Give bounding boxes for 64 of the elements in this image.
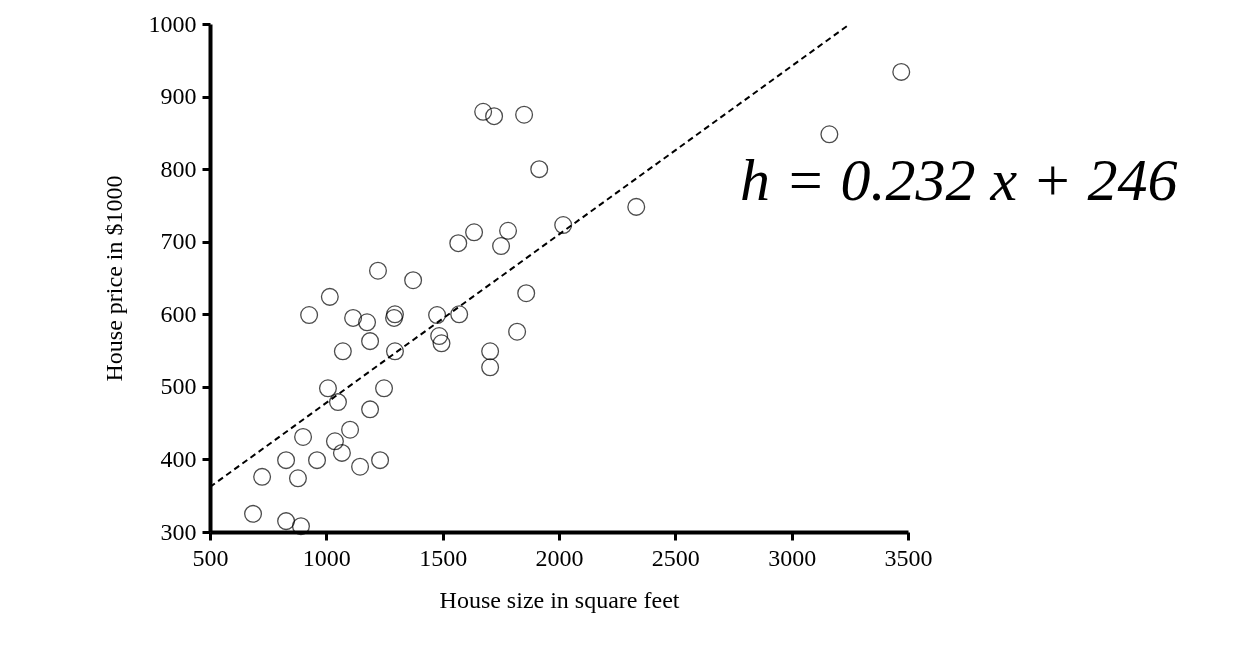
point xyxy=(371,451,390,470)
y-tick-label: 400 xyxy=(160,445,197,472)
point xyxy=(361,400,380,419)
point xyxy=(515,105,534,124)
point xyxy=(361,332,380,351)
point xyxy=(499,221,518,240)
point xyxy=(332,443,351,462)
point xyxy=(325,432,344,451)
x-tick-label: 3000 xyxy=(768,544,817,571)
point xyxy=(820,125,839,144)
annotation: h = 0.232 x + 246 xyxy=(740,147,1178,213)
point xyxy=(530,160,549,179)
point xyxy=(277,451,296,470)
point xyxy=(432,334,451,353)
x-tick-label: 2500 xyxy=(651,544,700,571)
point xyxy=(277,512,296,531)
point xyxy=(253,467,272,486)
y-tick-label: 700 xyxy=(160,228,197,255)
y-tick-label: 800 xyxy=(160,155,197,182)
point xyxy=(294,427,313,446)
point xyxy=(368,261,387,280)
point xyxy=(341,420,360,439)
x-axis-title: House size in square feet xyxy=(439,586,680,613)
x-tick-label: 2000 xyxy=(535,544,584,571)
x-tick-label: 500 xyxy=(192,544,229,571)
x-tick-label: 3500 xyxy=(884,544,933,571)
point xyxy=(344,308,363,327)
y-tick-label: 600 xyxy=(160,300,197,327)
point xyxy=(892,62,911,81)
point xyxy=(508,322,527,341)
point xyxy=(300,306,319,325)
point xyxy=(358,313,377,332)
point xyxy=(450,305,469,324)
point xyxy=(351,457,370,476)
point xyxy=(428,306,447,325)
y-axis-title: House price in $1000 xyxy=(100,175,127,382)
point xyxy=(333,342,352,361)
point xyxy=(328,393,347,412)
point xyxy=(554,216,573,235)
point xyxy=(430,327,449,346)
x-tick-label: 1000 xyxy=(302,544,351,571)
y-tick-label: 1000 xyxy=(148,10,197,37)
point xyxy=(485,107,504,126)
point xyxy=(308,451,327,470)
point xyxy=(291,517,310,536)
y-tick-label: 500 xyxy=(160,373,197,400)
y-tick-label: 300 xyxy=(160,518,197,545)
point xyxy=(385,342,404,361)
y-tick-label: 900 xyxy=(160,83,197,110)
point xyxy=(474,102,493,121)
point xyxy=(449,234,468,253)
point xyxy=(517,284,536,303)
point xyxy=(320,287,339,306)
point xyxy=(492,237,511,256)
point xyxy=(481,358,500,377)
point xyxy=(375,379,394,398)
point xyxy=(481,342,500,361)
point xyxy=(465,223,484,242)
x-tick-label: 1500 xyxy=(419,544,468,571)
point xyxy=(288,469,307,488)
point xyxy=(318,379,337,398)
point xyxy=(627,197,646,216)
point xyxy=(404,271,423,290)
point xyxy=(244,504,263,523)
